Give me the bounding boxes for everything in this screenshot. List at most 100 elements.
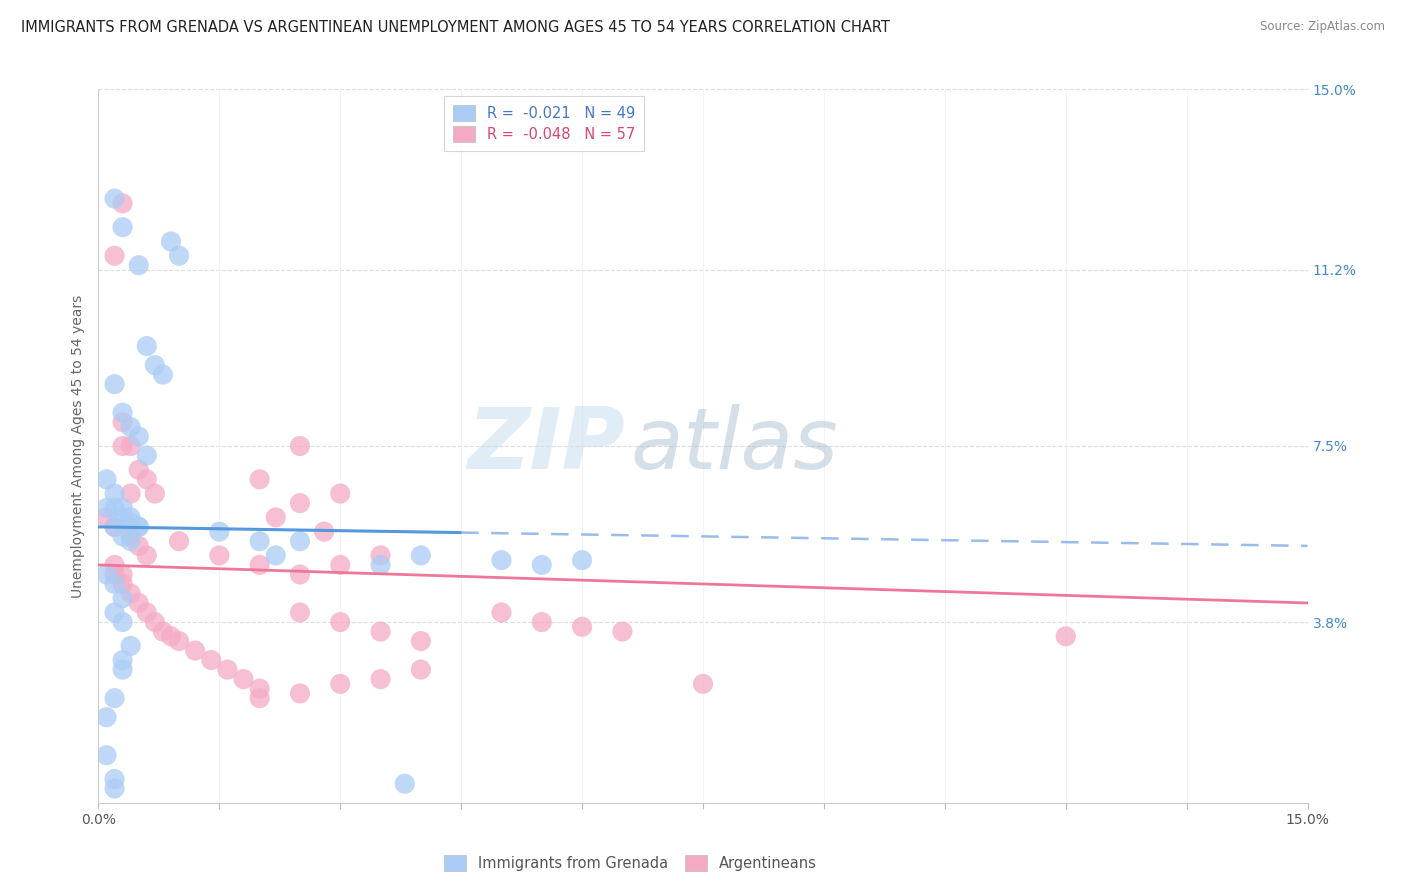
Point (96, 748, 118, 763)
Point (530, 615, 553, 629)
Point (111, 653, 134, 667)
Point (103, 781, 125, 796)
Point (111, 510, 134, 524)
Point (491, 606, 513, 620)
Point (103, 691, 125, 706)
Point (111, 196, 134, 211)
Point (288, 606, 311, 620)
Point (111, 591, 134, 606)
Point (111, 415, 134, 429)
Point (264, 510, 287, 524)
Point (128, 463, 150, 477)
Point (111, 577, 134, 591)
Point (249, 558, 271, 572)
Point (370, 558, 392, 572)
Point (612, 624, 634, 639)
Point (96, 472, 118, 486)
Point (120, 639, 142, 653)
Point (128, 258, 150, 272)
Point (120, 529, 142, 543)
Point (288, 439, 311, 453)
Point (120, 439, 142, 453)
Legend: Immigrants from Grenada, Argentineans: Immigrants from Grenada, Argentineans (439, 849, 823, 877)
Point (120, 534, 142, 549)
Point (111, 500, 134, 515)
Point (103, 486, 125, 500)
Point (111, 567, 134, 582)
Point (111, 220, 134, 235)
Point (135, 549, 157, 563)
Point (103, 520, 125, 534)
Point (111, 615, 134, 629)
Point (200, 653, 222, 667)
Point (329, 677, 352, 691)
Point (103, 558, 125, 572)
Point (103, 606, 125, 620)
Point (232, 672, 254, 686)
Point (128, 539, 150, 553)
Point (160, 629, 183, 643)
Point (96, 500, 118, 515)
Point (288, 567, 311, 582)
Point (208, 549, 231, 563)
Point (152, 368, 174, 382)
Point (394, 777, 416, 791)
Point (128, 596, 150, 610)
Point (329, 558, 352, 572)
Point (135, 339, 157, 353)
Point (103, 249, 125, 263)
Point (329, 615, 352, 629)
Y-axis label: Unemployment Among Ages 45 to 54 years: Unemployment Among Ages 45 to 54 years (70, 294, 84, 598)
Point (249, 472, 271, 486)
Point (143, 615, 166, 629)
Point (160, 235, 183, 249)
Point (120, 515, 142, 529)
Text: IMMIGRANTS FROM GRENADA VS ARGENTINEAN UNEMPLOYMENT AMONG AGES 45 TO 54 YEARS CO: IMMIGRANTS FROM GRENADA VS ARGENTINEAN U… (21, 20, 890, 35)
Point (288, 686, 311, 700)
Point (128, 520, 150, 534)
Point (103, 500, 125, 515)
Point (329, 486, 352, 500)
Point (120, 586, 142, 600)
Point (571, 620, 593, 634)
Point (409, 549, 432, 563)
Point (143, 486, 166, 500)
Point (111, 529, 134, 543)
Point (409, 634, 432, 648)
Point (249, 681, 271, 696)
Point (135, 449, 157, 463)
Point (103, 377, 125, 392)
Point (184, 643, 207, 657)
Text: atlas: atlas (630, 404, 838, 488)
Point (103, 192, 125, 206)
Point (120, 486, 142, 500)
Text: Source: ZipAtlas.com: Source: ZipAtlas.com (1260, 20, 1385, 33)
Point (409, 663, 432, 677)
Point (135, 472, 157, 486)
Point (288, 534, 311, 549)
Point (208, 524, 231, 539)
Point (96, 710, 118, 724)
Text: ZIP: ZIP (467, 404, 624, 488)
Point (111, 406, 134, 420)
Point (264, 549, 287, 563)
Point (103, 520, 125, 534)
Point (135, 606, 157, 620)
Point (103, 577, 125, 591)
Point (314, 524, 336, 539)
Point (1054, 629, 1077, 643)
Point (111, 439, 134, 453)
Point (370, 549, 392, 563)
Point (167, 634, 190, 648)
Point (491, 553, 513, 567)
Point (530, 558, 553, 572)
Point (103, 567, 125, 582)
Point (370, 672, 392, 686)
Point (167, 534, 190, 549)
Point (143, 358, 166, 372)
Point (128, 520, 150, 534)
Point (128, 429, 150, 443)
Point (370, 624, 392, 639)
Point (249, 691, 271, 706)
Point (96, 510, 118, 524)
